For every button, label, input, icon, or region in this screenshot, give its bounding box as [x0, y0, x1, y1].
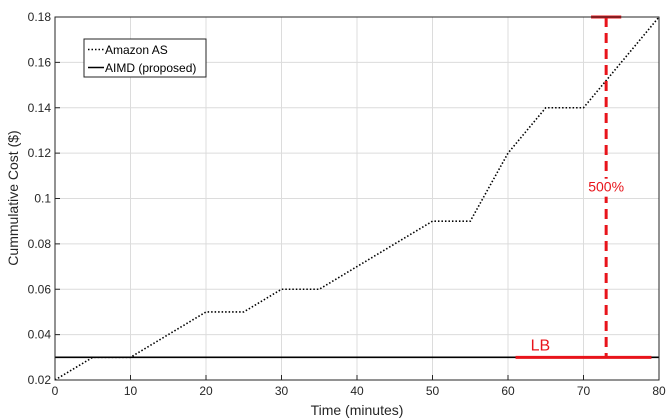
x-ticks: 0 10 20 30 40 50 60 70 80: [52, 375, 666, 398]
lb-label: LB: [531, 338, 551, 355]
y-tick-label: 0.08: [28, 237, 52, 251]
legend-label-aimd: AIMD (proposed): [105, 61, 196, 75]
y-tick-label: 0.16: [28, 55, 52, 69]
legend-box: [83, 38, 207, 78]
y-tick-label: 0.06: [28, 282, 52, 296]
y-tick-label: 0.18: [28, 10, 52, 24]
legend: Amazon AS AIMD (proposed): [83, 38, 207, 78]
annotations: LB 500%: [515, 15, 652, 359]
y-ticks: 0.02 0.04 0.06 0.08 0.1 0.12 0.14 0.16 0.18: [28, 10, 60, 387]
x-tick-label: 50: [426, 384, 440, 398]
x-tick-label: 70: [577, 384, 591, 398]
x-tick-label: 40: [350, 384, 364, 398]
y-axis-label: Cummulative Cost ($): [5, 130, 21, 265]
x-tick-label: 20: [199, 384, 213, 398]
y-tick-label: 0.02: [28, 373, 52, 387]
x-tick-label: 30: [275, 384, 289, 398]
x-tick-label: 60: [501, 384, 515, 398]
x-tick-label: 0: [52, 384, 59, 398]
x-tick-label: 10: [124, 384, 138, 398]
x-axis-label: Time (minutes): [311, 402, 404, 418]
pct-label-bg: [586, 178, 627, 197]
y-tick-label: 0.14: [28, 101, 52, 115]
x-tick-label: 80: [652, 384, 666, 398]
plot-frame: [54, 16, 660, 381]
y-tick-label: 0.12: [28, 146, 52, 160]
legend-label-amazon-as: Amazon AS: [105, 43, 168, 57]
pct-label: 500%: [588, 179, 624, 195]
y-tick-label: 0.1: [34, 192, 51, 206]
y-tick-label: 0.04: [28, 328, 52, 342]
